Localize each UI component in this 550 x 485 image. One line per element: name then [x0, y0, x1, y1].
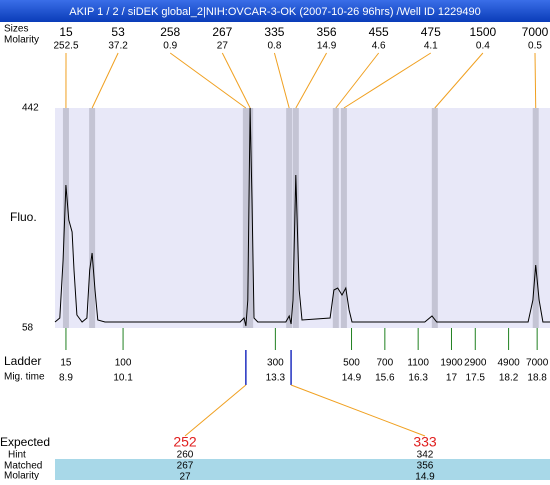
- ladder-size: 1100: [407, 358, 429, 369]
- peak-molarity: 0.5: [528, 41, 542, 52]
- page-title: AKIP 1 / 2 / siDEK global_2|NIH:OVCAR-3-…: [69, 6, 480, 18]
- peak-leader: [92, 53, 118, 108]
- peak-size: 267: [212, 25, 232, 39]
- ladder-time: 8.9: [59, 373, 73, 384]
- peak-molarity: 0.9: [163, 41, 177, 52]
- peak-band: [293, 108, 299, 328]
- hint-label: Hint: [8, 450, 26, 461]
- expected-leader: [185, 385, 246, 436]
- ladder-time: 17.5: [466, 373, 486, 384]
- peak-band: [286, 108, 292, 328]
- ladder-size: 2900: [464, 358, 487, 369]
- ladder-time: 10.1: [113, 373, 133, 384]
- peak-band: [89, 108, 95, 328]
- peak-size: 7000: [522, 25, 549, 39]
- peak-molarity: 252.5: [53, 41, 78, 52]
- peak-molarity: 37.2: [108, 41, 128, 52]
- peak-molarity: 27: [217, 41, 229, 52]
- ladder-time: 13.3: [266, 373, 286, 384]
- plot-area: [55, 108, 550, 328]
- peak-size: 53: [111, 25, 125, 39]
- peak-size: 356: [317, 25, 337, 39]
- y-tick-label: 58: [22, 323, 34, 334]
- peak-leader: [535, 53, 536, 108]
- peak-size: 15: [59, 25, 73, 39]
- ladder-time: 17: [446, 373, 458, 384]
- expected-value: 252: [173, 434, 197, 450]
- ladder-size: 100: [115, 358, 132, 369]
- expected-leader: [291, 385, 425, 436]
- peak-leader: [170, 53, 246, 108]
- peak-band: [63, 108, 69, 328]
- peak-band: [432, 108, 438, 328]
- ladder-time: 18.8: [527, 373, 547, 384]
- peak-size: 335: [264, 25, 284, 39]
- peak-size: 475: [421, 25, 441, 39]
- ladder-size: 15: [60, 358, 72, 369]
- expected-matched: 356: [417, 461, 434, 472]
- matched-band: [55, 459, 550, 480]
- ladder-label: Ladder: [4, 354, 41, 368]
- y-label: Fluo.: [10, 210, 37, 224]
- mig-time-label: Mig. time: [4, 372, 45, 383]
- peak-size: 455: [369, 25, 389, 39]
- peak-leader: [435, 53, 483, 108]
- peak-size: 258: [160, 25, 180, 39]
- peak-leader: [222, 53, 250, 108]
- peak-molarity: 0.4: [476, 41, 490, 52]
- expected-matched: 267: [177, 461, 194, 472]
- expected-hint: 260: [177, 450, 194, 461]
- ladder-size: 700: [376, 358, 393, 369]
- peak-molarity: 0.8: [267, 41, 281, 52]
- peak-molarity: 4.1: [424, 41, 438, 52]
- ladder-time: 16.3: [408, 373, 428, 384]
- expected-molarity: 27: [179, 472, 191, 480]
- exp-molarity-label: Molarity: [4, 471, 39, 480]
- peak-size: 1500: [470, 25, 497, 39]
- molarity-label: Molarity: [4, 35, 39, 46]
- ladder-time: 18.2: [499, 373, 519, 384]
- ladder-size: 4900: [497, 358, 520, 369]
- expected-label: Expected: [0, 435, 50, 449]
- ladder-time: 15.6: [375, 373, 395, 384]
- expected-hint: 342: [417, 450, 434, 461]
- peak-molarity: 14.9: [317, 41, 337, 52]
- expected-molarity: 14.9: [415, 472, 435, 480]
- ladder-size: 500: [343, 358, 360, 369]
- sizes-label: Sizes: [4, 24, 28, 35]
- peak-molarity: 4.6: [372, 41, 386, 52]
- ladder-size: 7000: [526, 358, 549, 369]
- ladder-size: 1900: [440, 358, 463, 369]
- peak-leader: [274, 53, 289, 108]
- peak-leader: [296, 53, 327, 108]
- ladder-time: 14.9: [342, 373, 362, 384]
- ladder-size: 300: [267, 358, 284, 369]
- y-tick-label: 442: [22, 103, 39, 114]
- expected-value: 333: [413, 434, 437, 450]
